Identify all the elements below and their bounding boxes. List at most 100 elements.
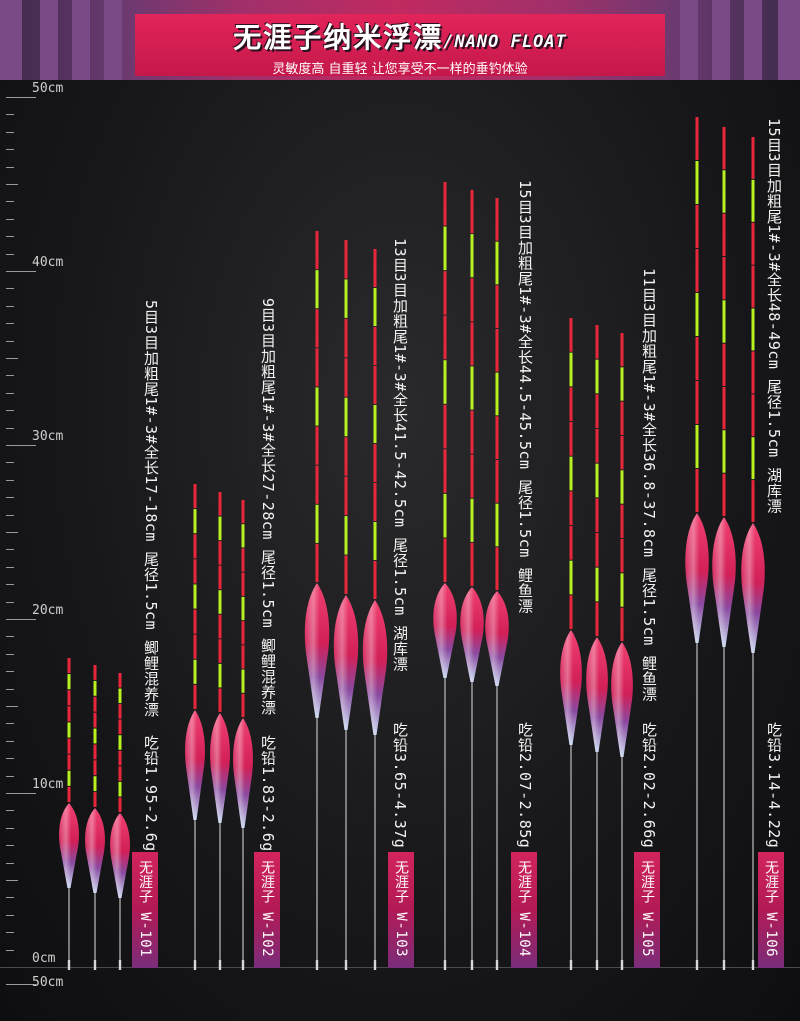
antenna-segment: [443, 271, 447, 315]
antenna-segment: [443, 360, 447, 404]
float-stem: [119, 898, 121, 967]
ruler-tick: [6, 392, 14, 394]
float-icon: [333, 240, 359, 970]
float-icon: [304, 231, 330, 970]
float-shine: [685, 513, 709, 643]
model-label: 无涯子 W-101: [137, 860, 153, 958]
antenna-segment: [193, 559, 197, 584]
antenna-segment: [470, 190, 474, 234]
antenna-segment: [118, 673, 122, 688]
antenna-segment: [569, 560, 573, 595]
antenna-segment: [344, 358, 348, 397]
decor-stripe: [72, 0, 90, 80]
model-badge: 无涯子 W-106: [758, 852, 784, 968]
model-label: 无涯子 W-105: [639, 860, 655, 958]
model-label: 无涯子 W-106: [763, 860, 779, 958]
product-spec: 15目3目加粗尾1#-3#全长44.5-45.5cm 尾径1.5cm 鲤鱼漂: [516, 180, 534, 614]
ruler-tick: [6, 131, 14, 133]
antenna-segment: [443, 404, 447, 449]
antenna-segment: [722, 387, 726, 430]
antenna-segment: [595, 567, 599, 602]
float-foot: [751, 960, 755, 970]
antenna-segment: [218, 541, 222, 565]
antenna-segment: [315, 309, 319, 348]
length-ruler: 50cm 40cm 30cm 20cm 10cm 0cm 50cm: [6, 81, 63, 990]
antenna-segment: [695, 425, 699, 468]
antenna-segment: [193, 484, 197, 509]
ruler-tick: [6, 271, 36, 272]
ruler-label: 50cm: [32, 975, 64, 990]
float-stem: [496, 686, 498, 967]
antenna-segment: [620, 333, 624, 367]
ruler-tick: [6, 305, 14, 307]
model-badge: 无涯子 W-101: [132, 852, 158, 968]
float-foot: [193, 960, 197, 970]
antenna-segment: [495, 416, 499, 459]
ruler-label: 20cm: [32, 603, 64, 618]
float-foot: [470, 960, 474, 970]
float-shine: [304, 583, 330, 718]
antenna-segment: [595, 394, 599, 428]
antenna-segment: [751, 394, 755, 437]
antenna-segment: [722, 473, 726, 516]
product-lead-weight: 吃铅2.07-2.85g: [516, 722, 534, 849]
title-cn: 无涯子纳米浮漂: [233, 21, 444, 54]
float-stem: [194, 820, 196, 967]
antenna-segment: [315, 504, 319, 543]
antenna-segment: [620, 539, 624, 573]
product-lead-weight: 吃铅1.83-2.6g: [259, 735, 277, 852]
antenna-segment: [373, 561, 377, 599]
float-icon: [362, 249, 388, 970]
model-label: 无涯子 W-103: [393, 860, 409, 958]
antenna-segment: [315, 270, 319, 309]
float-shine: [586, 637, 608, 752]
float-icon: [485, 198, 509, 970]
float-shine: [433, 583, 457, 678]
antenna-segment: [373, 288, 377, 326]
float-foot: [595, 960, 599, 970]
antenna-segment: [373, 366, 377, 404]
antenna-segment: [495, 329, 499, 372]
model-badge: 无涯子 W-104: [511, 852, 537, 968]
antenna-segment: [344, 516, 348, 555]
float-stem: [621, 757, 623, 967]
antenna-segment: [193, 609, 197, 634]
antenna-segment: [315, 543, 319, 582]
antenna-segment: [722, 213, 726, 256]
antenna-segment: [695, 161, 699, 204]
ruler-tick: [6, 827, 14, 829]
antenna-segment: [373, 405, 377, 443]
float-stem: [444, 678, 446, 967]
ruler-tick: [6, 584, 14, 586]
ruler-tick: [6, 740, 14, 742]
ruler-tick: [6, 358, 18, 359]
antenna-segment: [218, 565, 222, 590]
antenna-segment: [218, 688, 222, 712]
decor-stripe: [104, 0, 122, 80]
antenna-segment: [569, 318, 573, 352]
float-stem: [374, 735, 376, 967]
antenna-segment: [118, 781, 122, 797]
antenna-segment: [695, 381, 699, 424]
antenna-segment: [93, 728, 97, 744]
antenna-segment: [118, 750, 122, 766]
antenna-segment: [495, 285, 499, 328]
antenna-segment: [751, 265, 755, 308]
antenna-segment: [595, 533, 599, 567]
antenna-segment: [722, 343, 726, 386]
antenna-segment: [695, 249, 699, 292]
antenna-segment: [67, 658, 71, 674]
ruler-tick: [6, 427, 14, 429]
ruler-tick: [6, 184, 18, 185]
antenna-segment: [569, 456, 573, 491]
float-shine: [210, 713, 230, 823]
antenna-segment: [620, 401, 624, 435]
float-stem: [752, 653, 754, 967]
antenna-segment: [569, 491, 573, 525]
ruler-tick: [6, 166, 14, 168]
antenna-segment: [595, 429, 599, 463]
ruler-tick: [6, 758, 14, 760]
antenna-segment: [751, 351, 755, 394]
antenna-segment: [569, 526, 573, 560]
